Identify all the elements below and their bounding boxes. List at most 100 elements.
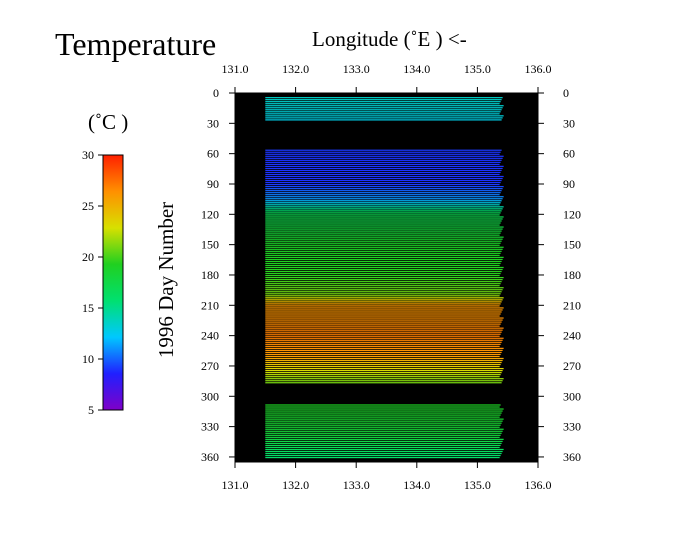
data-row	[265, 236, 504, 238]
data-row	[265, 303, 501, 305]
data-row	[265, 279, 503, 281]
data-row	[265, 196, 504, 198]
data-row	[265, 307, 504, 309]
data-row	[265, 103, 500, 105]
data-row	[265, 183, 500, 186]
data-row	[265, 210, 502, 212]
data-row	[265, 226, 504, 228]
data-row	[265, 206, 504, 208]
data-row	[265, 299, 503, 301]
data-row	[265, 450, 503, 453]
y-tick-label-left: 30	[207, 116, 219, 130]
data-row	[265, 214, 500, 216]
data-row	[265, 325, 500, 327]
data-row	[265, 105, 504, 107]
data-row	[265, 179, 502, 182]
y-tick-label-right: 120	[563, 207, 581, 221]
y-tick-label-right: 330	[563, 420, 581, 434]
y-tick-label-right: 30	[563, 116, 575, 130]
data-row	[265, 266, 504, 269]
data-row	[265, 438, 504, 440]
y-tick-label-left: 330	[201, 420, 219, 434]
y-tick-label-left: 360	[201, 450, 219, 464]
data-row	[265, 157, 503, 159]
data-row	[265, 372, 502, 374]
data-row	[265, 248, 503, 250]
data-row	[265, 264, 500, 267]
data-row	[265, 359, 503, 362]
y-tick-label-left: 180	[201, 268, 219, 282]
data-row	[265, 204, 500, 206]
data-row	[265, 305, 500, 307]
y-tick-label-left: 300	[201, 389, 219, 403]
data-row	[265, 347, 504, 349]
y-tick-label-left: 0	[213, 86, 219, 100]
data-row	[265, 428, 504, 430]
data-row	[265, 250, 502, 252]
data-row	[265, 430, 503, 432]
colorbar-gradient	[102, 154, 124, 411]
data-row	[265, 274, 500, 277]
data-row	[265, 200, 502, 202]
data-row	[265, 240, 502, 242]
data-row	[265, 408, 504, 410]
data-row	[265, 327, 504, 329]
y-tick-label-right: 0	[563, 86, 569, 100]
data-row	[265, 335, 500, 337]
x-tick-label-bottom: 133.0	[343, 478, 370, 492]
data-row	[265, 169, 502, 172]
colorbar-tick-label: 10	[82, 352, 94, 366]
data-row	[265, 262, 501, 265]
data-row	[265, 188, 503, 190]
data-row	[265, 442, 502, 445]
data-row	[265, 252, 501, 254]
data-row	[265, 287, 504, 289]
y-tick-label-right: 300	[563, 389, 581, 403]
data-row	[265, 406, 500, 408]
data-row	[265, 339, 503, 341]
data-row	[265, 416, 500, 418]
data-row	[265, 222, 501, 224]
x-tick-label-top: 133.0	[343, 62, 370, 76]
data-row	[265, 297, 504, 299]
data-row	[265, 155, 504, 157]
y-tick-label-left: 240	[201, 329, 219, 343]
data-row	[265, 291, 502, 293]
data-row	[265, 198, 503, 200]
data-row	[265, 190, 502, 192]
data-row	[265, 281, 502, 283]
data-row	[265, 374, 501, 376]
y-tick-label-left: 150	[201, 238, 219, 252]
x-tick-label-top: 131.0	[222, 62, 249, 76]
colorbar-tick-label: 25	[82, 199, 94, 213]
colorbar-tick-label: 30	[82, 148, 94, 162]
data-row	[265, 159, 502, 161]
x-tick-label-top: 136.0	[525, 62, 552, 76]
x-tick-label-bottom: 131.0	[222, 478, 249, 492]
y-tick-label-left: 210	[201, 298, 219, 312]
data-row	[265, 283, 501, 285]
y-tick-label-left: 120	[201, 207, 219, 221]
data-row	[265, 456, 500, 459]
data-row	[265, 323, 501, 325]
data-row	[265, 448, 504, 451]
data-row	[265, 101, 501, 103]
x-tick-label-top: 134.0	[403, 62, 430, 76]
data-row	[265, 414, 501, 416]
colorbar: 30 25 20 15 10 5	[82, 148, 124, 417]
data-row	[265, 353, 501, 356]
data-row	[265, 230, 502, 232]
data-row	[265, 404, 501, 406]
colorbar-tick-label: 15	[82, 301, 94, 315]
data-row	[265, 454, 501, 457]
data-row	[265, 367, 504, 370]
data-row	[265, 276, 504, 279]
data-row	[265, 351, 502, 354]
data-row	[265, 410, 503, 412]
data-row	[265, 321, 502, 323]
data-row	[265, 315, 500, 317]
y-tick-label-right: 240	[563, 329, 581, 343]
data-row	[265, 337, 504, 339]
data-row	[265, 97, 503, 99]
